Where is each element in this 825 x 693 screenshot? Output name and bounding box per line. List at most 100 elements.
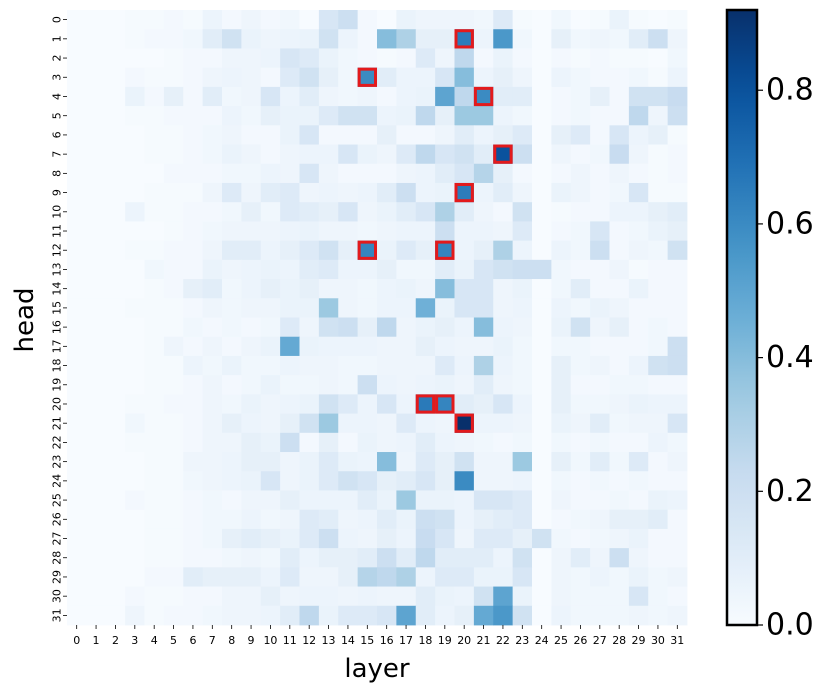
heatmap-cell-h24-l22 [493, 471, 514, 491]
heatmap-cell-h25-l0 [67, 490, 87, 511]
heatmap-cell-h19-l13 [318, 375, 339, 395]
heatmap-cell-h5-l18 [415, 106, 436, 126]
heatmap-cell-h19-l21 [473, 375, 494, 395]
heatmap-cell-h13-l21 [473, 259, 494, 280]
heatmap-cell-h25-l15 [357, 490, 378, 511]
x-tick-label: 30 [651, 634, 665, 647]
heatmap-cell-h29-l13 [318, 567, 339, 587]
heatmap-cell-h24-l11 [280, 471, 300, 491]
heatmap-cell-h13-l7 [202, 259, 223, 280]
heatmap-cell-h2-l25 [551, 48, 572, 69]
highlight-box-h4-l21 [473, 86, 494, 107]
heatmap-cell-h13-l22 [493, 259, 514, 280]
heatmap-cell-h9-l9 [241, 182, 262, 203]
heatmap-cell-h17-l11 [280, 336, 300, 357]
heatmap-cell-h13-l23 [512, 259, 533, 280]
heatmap-cell-h14-l3 [125, 279, 145, 299]
heatmap-cell-h10-l13 [318, 202, 339, 222]
heatmap-cell-h7-l2 [105, 144, 126, 165]
heatmap-cell-h12-l6 [183, 240, 204, 261]
heatmap-cell-h7-l21 [473, 144, 494, 165]
heatmap-cell-h30-l16 [377, 586, 397, 607]
heatmap-cell-h6-l19 [435, 125, 455, 145]
heatmap-cell-h29-l3 [125, 567, 145, 587]
heatmap-cell-h21-l15 [357, 413, 378, 434]
heatmap-cell-h10-l6 [183, 202, 204, 222]
heatmap-cell-h30-l3 [125, 586, 145, 607]
heatmap-cell-h30-l31 [667, 586, 688, 607]
heatmap-cell-h23-l3 [125, 452, 145, 472]
heatmap-cell-h2-l21 [473, 48, 494, 69]
heatmap-cell-h4-l31 [667, 86, 688, 107]
heatmap-cell-h20-l16 [377, 394, 397, 414]
heatmap-cell-h3-l25 [551, 67, 572, 88]
heatmap-cell-h4-l22 [493, 86, 514, 107]
heatmap-cell-h12-l11 [280, 240, 300, 261]
heatmap-cell-h1-l31 [667, 29, 688, 49]
heatmap-cell-h11-l10 [260, 221, 281, 242]
heatmap-cell-h28-l20 [454, 548, 475, 568]
heatmap-cell-h7-l6 [183, 144, 204, 165]
heatmap-cell-h23-l24 [532, 452, 552, 472]
heatmap-cell-h11-l27 [590, 221, 610, 242]
heatmap-cell-h21-l1 [86, 413, 107, 434]
heatmap-cell-h18-l19 [435, 355, 455, 376]
heatmap-cell-h15-l31 [667, 298, 688, 318]
heatmap-cell-h25-l7 [202, 490, 223, 511]
heatmap-cell-h3-l19 [435, 67, 455, 88]
heatmap-cell-h4-l8 [222, 86, 242, 107]
heatmap-cell-h4-l24 [532, 86, 552, 107]
x-tick-label: 13 [322, 634, 336, 647]
heatmap-cell-h8-l30 [648, 163, 669, 184]
heatmap-cell-h13-l27 [590, 259, 610, 280]
y-tick-label: 5 [51, 112, 64, 119]
heatmap-cell-h22-l1 [86, 432, 107, 453]
heatmap-cell-h24-l0 [67, 471, 87, 491]
heatmap-cell-h5-l3 [125, 106, 145, 126]
heatmap-cell-h1-l25 [551, 29, 572, 49]
heatmap-cell-h24-l30 [648, 471, 669, 491]
heatmap-cell-h30-l17 [396, 586, 417, 607]
heatmap-cell-h9-l7 [202, 182, 223, 203]
heatmap-cell-h19-l5 [163, 375, 184, 395]
x-tick-label: 0 [73, 634, 80, 647]
heatmap-cell-h6-l16 [377, 125, 397, 145]
heatmap-cell-h8-l14 [338, 163, 359, 184]
heatmap-cell-h6-l24 [532, 125, 552, 145]
heatmap-cell-h23-l5 [163, 452, 184, 472]
heatmap-cell-h18-l21 [473, 355, 494, 376]
heatmap-cell-h0-l30 [648, 10, 669, 30]
heatmap-cell-h8-l19 [435, 163, 455, 184]
heatmap-cell-h25-l25 [551, 490, 572, 511]
heatmap-cell-h11-l16 [377, 221, 397, 242]
heatmap-cell-h8-l21 [473, 163, 494, 184]
heatmap-cell-h16-l3 [125, 317, 145, 338]
heatmap-cell-h9-l30 [648, 182, 669, 203]
heatmap-cell-h6-l6 [183, 125, 204, 145]
heatmap-cell-h25-l14 [338, 490, 359, 511]
heatmap-cell-h4-l14 [338, 86, 359, 107]
heatmap-cell-h25-l3 [125, 490, 145, 511]
x-tick-label: 4 [151, 634, 158, 647]
colorbar-tick-label: 0.4 [766, 340, 814, 375]
heatmap-cell-h5-l26 [570, 106, 591, 126]
heatmap-cell-h11-l19 [435, 221, 455, 242]
heatmap-cell-h8-l28 [609, 163, 630, 184]
heatmap-cell-h14-l23 [512, 279, 533, 299]
heatmap-cell-h6-l2 [105, 125, 126, 145]
heatmap-cell-h6-l12 [299, 125, 320, 145]
heatmap-cell-h21-l13 [318, 413, 339, 434]
heatmap-cell-h2-l9 [241, 48, 262, 69]
y-tick-label: 14 [51, 282, 64, 296]
heatmap-cell-h1-l0 [67, 29, 87, 49]
heatmap-cell-h30-l24 [532, 586, 552, 607]
heatmap-cell-h13-l30 [648, 259, 669, 280]
heatmap-cell-h31-l0 [67, 605, 87, 626]
heatmap-cell-h27-l31 [667, 528, 688, 549]
heatmap-cell-h5-l6 [183, 106, 204, 126]
x-tick-label: 1 [93, 634, 100, 647]
heatmap-cell-h26-l29 [628, 509, 649, 530]
heatmap-cell-h24-l24 [532, 471, 552, 491]
heatmap-cell-h31-l22 [493, 605, 514, 626]
heatmap-cell-h4-l3 [125, 86, 145, 107]
